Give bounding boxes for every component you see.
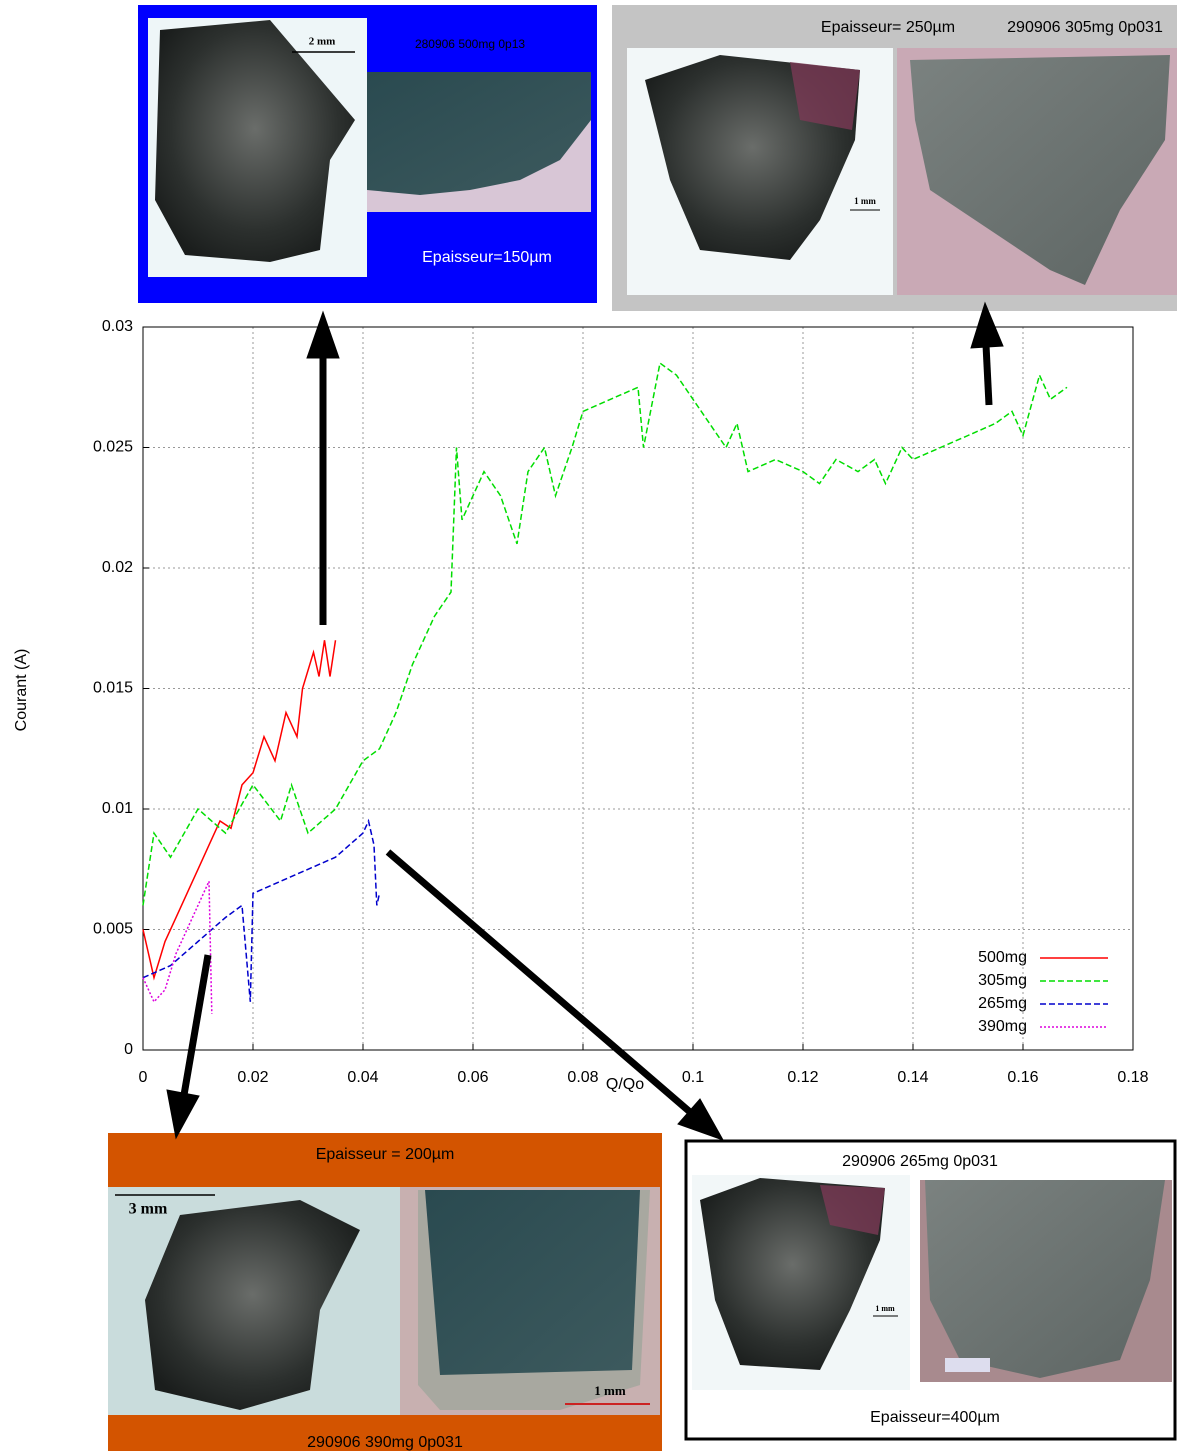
- x-tick-label: 0.18: [1117, 1069, 1148, 1086]
- scale-label: 1 mm: [594, 1383, 626, 1398]
- inset-500mg: 2 mm 280906 500mg 0p13 Epaisseur=150µm: [138, 5, 597, 303]
- thickness-label: Epaisseur=400µm: [870, 1409, 1000, 1426]
- y-tick-label: 0.005: [93, 921, 133, 938]
- y-tick-label: 0.01: [102, 800, 133, 817]
- y-tick-label: 0.03: [102, 318, 133, 335]
- arrow: [385, 849, 693, 1115]
- y-tick-label: 0.025: [93, 439, 133, 456]
- photo-section: [910, 55, 1170, 285]
- x-tick-label: 0.16: [1007, 1069, 1038, 1086]
- legend-label: 390mg: [978, 1018, 1027, 1035]
- scale-label: 3 mm: [129, 1201, 168, 1218]
- y-axis-label: Courant (A): [13, 649, 30, 732]
- plot-frame: [142, 326, 1134, 1051]
- y-tick-label: 0: [124, 1041, 133, 1058]
- arrows: [166, 301, 1004, 1141]
- photo-section: [925, 1180, 1165, 1378]
- sample-label: 290906 390mg 0p031: [307, 1434, 463, 1451]
- scale-label: 1 mm: [854, 196, 876, 206]
- x-tick-label: 0.12: [787, 1069, 818, 1086]
- photo-scale-box: [945, 1358, 990, 1372]
- arrow: [982, 344, 993, 406]
- x-tick-label: 0.06: [457, 1069, 488, 1086]
- inset-305mg: 1 mm Epaisseur= 250µm 290906 305mg 0p031: [612, 5, 1177, 311]
- photo-rock: [155, 20, 355, 262]
- x-tick-label: 0.1: [682, 1069, 704, 1086]
- arrowhead: [306, 310, 340, 359]
- x-tick-label: 0.08: [567, 1069, 598, 1086]
- x-tick-label: 0: [139, 1069, 148, 1086]
- legend-label: 305mg: [978, 972, 1027, 989]
- arrow: [180, 954, 212, 1096]
- sample-label: 290906 305mg 0p031: [1007, 19, 1163, 36]
- series-line: [142, 361, 1068, 906]
- series-line: [142, 640, 337, 981]
- thickness-label: Epaisseur= 250µm: [821, 19, 955, 36]
- sample-label: 290906 265mg 0p031: [842, 1153, 998, 1170]
- x-tick-label: 0.14: [897, 1069, 928, 1086]
- x-tick-label: 0.02: [237, 1069, 268, 1086]
- y-tick-label: 0.015: [93, 680, 133, 697]
- arrowhead: [970, 301, 1004, 349]
- arrowhead: [677, 1098, 725, 1141]
- inset-265mg: 1 mm 290906 265mg 0p031 Epaisseur=400µm: [684, 1139, 1177, 1441]
- scale-label: 1 mm: [875, 1304, 895, 1313]
- thickness-label: Epaisseur = 200µm: [316, 1146, 455, 1163]
- legend-label: 500mg: [978, 949, 1027, 966]
- photo-rock: [145, 1200, 360, 1410]
- photo-section: [367, 72, 591, 195]
- x-axis-label: Q/Qo: [606, 1076, 644, 1093]
- x-tick-label: 0.04: [347, 1069, 378, 1086]
- photo-rock-tint: [790, 62, 860, 130]
- photo-rock-tint: [820, 1185, 885, 1235]
- inset-390mg: 3 mm 1 mm Epaisseur = 200µm 290906 390mg…: [108, 1133, 662, 1451]
- arrowhead: [166, 1089, 200, 1140]
- y-tick-label: 0.02: [102, 559, 133, 576]
- sample-label: 280906 500mg 0p13: [415, 37, 525, 51]
- thickness-label: Epaisseur=150µm: [422, 249, 552, 266]
- series-line: [142, 880, 213, 1014]
- legend-label: 265mg: [978, 995, 1027, 1012]
- scale-label: 2 mm: [309, 36, 336, 48]
- photo-section: [425, 1190, 640, 1375]
